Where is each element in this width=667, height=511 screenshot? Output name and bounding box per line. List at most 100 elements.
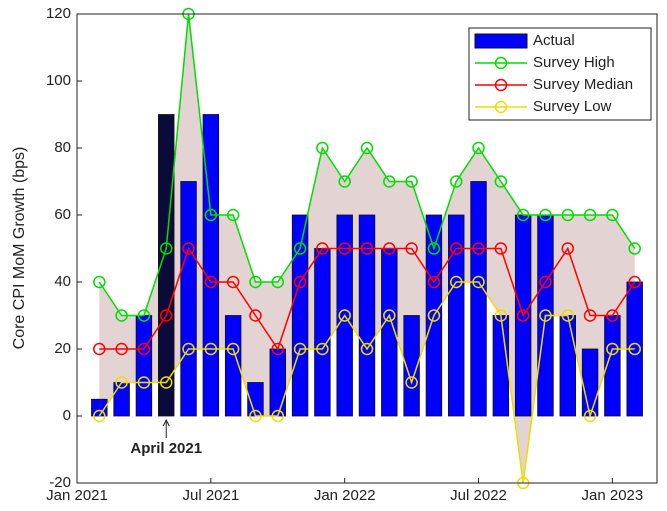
line-marker xyxy=(115,342,128,356)
x-tick-label: Jan 2022 xyxy=(314,487,376,504)
line-marker xyxy=(561,242,575,255)
legend-swatch xyxy=(474,33,528,49)
line-marker xyxy=(360,342,374,356)
bar xyxy=(470,181,487,417)
y-tick-label: 120 xyxy=(46,5,71,22)
line-marker xyxy=(316,242,329,255)
bar xyxy=(291,214,309,417)
legend-marker xyxy=(494,56,508,70)
y-tick-label: 80 xyxy=(54,139,71,156)
line-marker xyxy=(516,309,530,322)
line-marker xyxy=(115,376,128,389)
line-marker xyxy=(271,275,285,289)
y-tick-label: -20 xyxy=(49,474,71,491)
x-tick-label: Jan 2021 xyxy=(46,487,108,504)
y-tick-label: 20 xyxy=(54,340,71,357)
line-marker xyxy=(204,275,218,289)
line-marker xyxy=(226,275,240,289)
line-marker xyxy=(249,309,262,322)
line-marker xyxy=(383,242,396,255)
legend-label: Survey Median xyxy=(533,76,633,93)
line-marker xyxy=(606,342,619,356)
line-marker xyxy=(539,309,552,322)
bar xyxy=(314,248,331,417)
bar xyxy=(581,348,599,417)
line-marker xyxy=(583,409,597,423)
line-marker xyxy=(249,409,262,423)
line-marker xyxy=(204,208,218,222)
line-marker xyxy=(182,342,195,356)
annotation-text: April 2021 xyxy=(130,440,202,457)
line-marker xyxy=(115,309,128,322)
line-marker xyxy=(583,309,597,322)
bar xyxy=(448,214,465,417)
y-tick-label: 60 xyxy=(54,206,71,223)
line-marker xyxy=(137,309,151,322)
line-marker xyxy=(159,242,173,255)
line-marker xyxy=(583,208,597,222)
legend-label: Survey Low xyxy=(533,98,612,115)
line-marker xyxy=(159,309,173,322)
legend-marker xyxy=(494,78,508,92)
x-tick-label: Jul 2021 xyxy=(182,487,239,504)
annotation-arrowhead xyxy=(162,418,170,427)
line-marker xyxy=(93,342,106,356)
x-tick-label: Jan 2023 xyxy=(582,487,644,504)
bar xyxy=(135,315,153,417)
line-marker xyxy=(405,175,418,188)
line-marker xyxy=(338,242,351,255)
line-marker xyxy=(293,242,307,255)
line-marker xyxy=(427,275,441,289)
y-tick-label: 40 xyxy=(54,273,71,290)
line-marker xyxy=(628,242,641,255)
line-marker xyxy=(472,141,485,155)
line-marker xyxy=(204,342,218,356)
line-marker xyxy=(449,242,463,255)
line-marker xyxy=(93,275,106,289)
bar xyxy=(202,114,220,417)
line-marker xyxy=(383,175,396,188)
line-marker xyxy=(606,309,619,322)
line-marker xyxy=(226,208,240,222)
line-marker xyxy=(293,342,307,356)
line-marker xyxy=(338,175,351,188)
line-marker xyxy=(427,242,441,255)
x-tick-label: Jul 2022 xyxy=(450,487,507,504)
line-marker xyxy=(561,208,575,222)
bar xyxy=(358,214,376,417)
line-marker xyxy=(628,275,641,289)
line-marker xyxy=(93,409,106,423)
line-marker xyxy=(271,409,285,423)
line-marker xyxy=(159,376,173,389)
line-marker xyxy=(271,342,285,356)
line-marker xyxy=(494,175,508,188)
legend-label: Actual xyxy=(533,32,575,49)
line-marker xyxy=(383,309,396,322)
line-marker xyxy=(516,208,530,222)
line-marker xyxy=(249,275,262,289)
line-marker xyxy=(316,141,329,155)
line-marker xyxy=(137,342,151,356)
line-marker xyxy=(137,376,151,389)
y-axis-label: Core CPI MoM Growth (bps) xyxy=(11,147,28,350)
plot-frame xyxy=(76,13,658,484)
line-marker xyxy=(316,342,329,356)
line-marker xyxy=(338,309,351,322)
line-marker xyxy=(494,309,508,322)
line-marker xyxy=(360,141,374,155)
line-marker xyxy=(182,242,195,255)
line-marker xyxy=(628,342,641,356)
bar xyxy=(180,181,197,417)
line-marker xyxy=(449,275,463,289)
line-marker xyxy=(539,208,552,222)
line-marker xyxy=(472,275,485,289)
line-marker xyxy=(405,242,418,255)
bar xyxy=(269,348,286,417)
line-marker xyxy=(226,342,240,356)
line xyxy=(99,246,636,351)
line-marker xyxy=(293,275,307,289)
line-marker xyxy=(360,242,374,255)
line-marker xyxy=(606,208,619,222)
line xyxy=(98,281,635,484)
bar xyxy=(224,315,242,417)
